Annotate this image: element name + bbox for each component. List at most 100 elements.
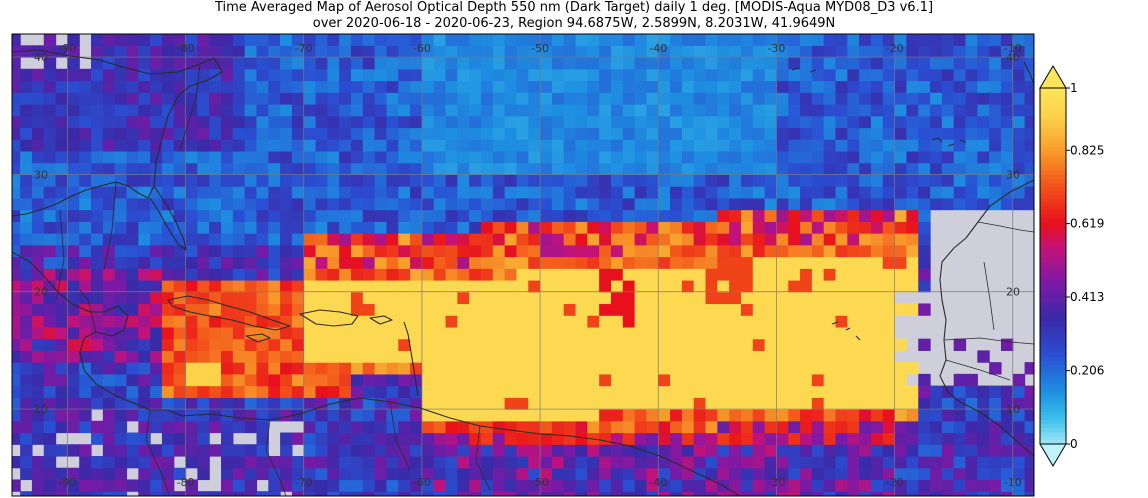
aod-cell [800,209,813,222]
aod-cell [528,80,541,93]
aod-cell [634,315,648,328]
aod-cell [1000,34,1014,46]
aod-cell [717,244,730,258]
aod-cell [918,338,931,351]
aod-cell [280,350,293,363]
aod-cell [280,409,293,422]
aod-cell [67,268,80,281]
aod-cell [480,127,494,140]
aod-cell [457,397,470,410]
aod-cell [197,338,210,351]
aod-cell [811,68,825,82]
aod-cell [835,467,848,481]
aod-cell [516,338,529,351]
aod-cell [374,444,388,457]
aod-cell [469,455,482,469]
aod-cell [421,397,435,410]
aod-cell [161,326,175,340]
aod-cell [646,326,659,340]
aod-cell [575,338,588,351]
aod-cell [114,150,128,164]
aod-cell [752,444,766,457]
aod-cell [835,350,848,363]
aod-cell [492,68,506,82]
aod-cell [79,315,92,328]
aod-cell [303,455,317,469]
aod-cell [516,350,529,363]
aod-cell [693,338,707,351]
aod-cell [670,303,683,316]
aod-cell [197,221,210,234]
colorbar-segment [1040,127,1066,133]
aod-cell [12,303,21,316]
aod-cell [540,315,553,328]
aod-cell [12,174,21,187]
aod-cell [173,139,187,152]
aod-cell [823,373,837,387]
aod-cell [882,409,896,422]
aod-cell [835,444,848,457]
aod-cell [303,68,317,82]
aod-cell [882,80,896,93]
colorbar-segment [1040,372,1066,378]
aod-cell [835,256,848,269]
aod-cell [209,256,222,269]
aod-cell [433,80,447,93]
aod-cell [150,467,163,481]
aod-cell [658,92,671,105]
aod-cell [421,432,435,445]
colorbar-segment [1040,123,1066,129]
aod-cell [12,291,21,305]
aod-cell [173,92,187,105]
aod-cell [906,455,919,469]
aod-cell [800,326,813,340]
aod-cell [445,174,458,187]
aod-cell [870,291,884,305]
aod-cell [410,45,423,58]
aod-cell [800,444,813,457]
aod-cell [327,80,340,93]
aod-cell [232,303,246,316]
aod-cell [823,432,837,445]
aod-cell [315,186,328,199]
aod-cell [587,197,600,211]
aod-cell [31,68,45,82]
aod-cell [150,103,163,117]
aod-cell [634,420,648,434]
aod-cell [469,444,482,457]
aod-cell [126,150,139,164]
aod-cell [315,209,328,222]
aod-cell [374,432,388,445]
aod-cell [457,186,470,199]
aod-cell [114,397,128,410]
aod-cell [859,209,872,222]
aod-cell [67,197,80,211]
aod-cell [421,385,435,398]
aod-cell [717,268,730,281]
aod-cell [150,350,163,363]
aod-cell [1000,103,1014,117]
aod-cell [811,409,825,422]
aod-cell [740,467,754,481]
aod-cell [811,467,825,481]
aod-cell [1024,491,1034,496]
aod-cell [717,279,730,293]
aod-cell [327,45,340,58]
aod-cell [232,467,246,481]
aod-cell [622,315,636,328]
aod-cell [528,303,541,316]
aod-cell [516,432,529,445]
aod-cell [256,57,269,70]
aod-cell [12,80,21,93]
aod-cell [551,45,565,58]
aod-cell [197,455,210,469]
aod-cell [717,209,730,222]
aod-cell [681,326,695,340]
aod-cell [646,256,659,269]
aod-cell [658,303,671,316]
aod-cell [469,338,482,351]
longitude-label-bottom: -10 [1004,476,1022,489]
aod-cell [362,45,376,58]
aod-cell [150,362,163,375]
aod-cell [91,68,104,82]
